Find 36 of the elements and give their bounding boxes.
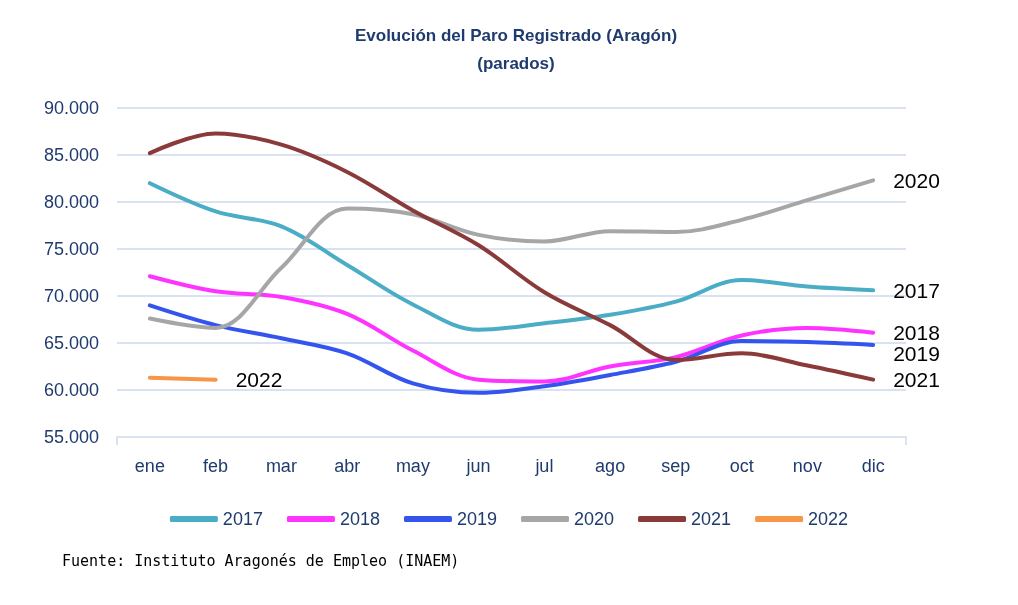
text: 2020 [893,168,940,192]
y-tick-label: 90.000 [43,98,99,118]
line-series [147,303,876,395]
y-tick-label: 85.000 [43,145,99,165]
text: 2022 [235,368,283,392]
x-tick-label: jul [534,456,554,476]
text: 2021 [893,368,940,392]
chart-title: Evolución del Paro Registrado (Aragón) [354,26,678,45]
legend-label: 2022 [808,509,849,529]
y-tick-label: 55.000 [43,427,99,447]
legend-label: 2020 [574,509,615,529]
x-tick-label: feb [203,456,229,476]
y-tick-label: 60.000 [43,380,99,400]
x-tick-label: may [395,456,430,476]
text: 2019 [893,342,940,366]
x-tick-label: mar [265,456,297,476]
legend-label: 2021 [691,509,732,529]
y-tick-label: 80.000 [43,192,99,212]
text: 2018 [893,321,940,345]
x-tick-label: ago [595,456,626,476]
x-tick-label: nov [792,456,822,476]
x-tick-label: abr [334,456,361,476]
x-tick-label: sep [661,456,691,476]
legend-label: 2018 [339,509,380,529]
y-tick-label: 65.000 [43,333,99,353]
chart-subtitle: (parados) [477,54,555,73]
x-tick-label: jun [465,456,491,476]
x-tick-label: ene [134,456,165,476]
x-tick-label: oct [729,456,754,476]
y-tick-label: 75.000 [43,239,99,259]
legend-label: 2017 [222,509,263,529]
source-note: Fuente: Instituto Aragonés de Empleo (INAEM) [62,551,460,570]
y-tick-label: 70.000 [43,286,99,306]
text: 2017 [893,278,940,302]
legend-label: 2019 [456,509,497,529]
x-tick-label: dic [861,456,885,476]
